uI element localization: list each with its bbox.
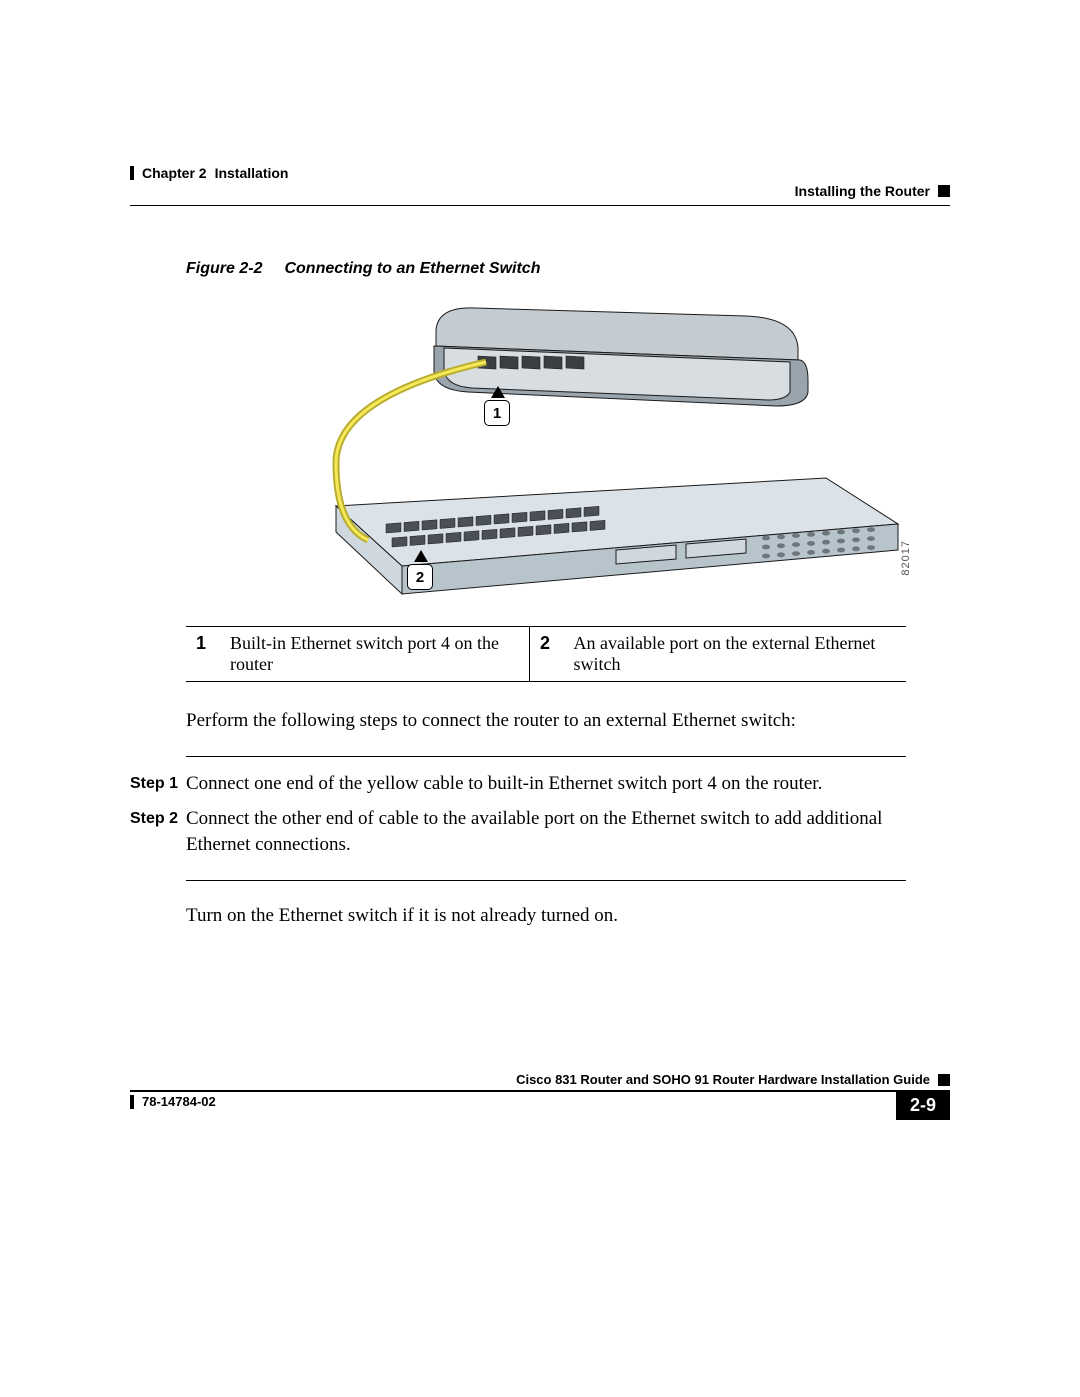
running-header: Chapter 2 Installation Installing the Ro…: [130, 165, 950, 199]
figure-caption: Figure 2-2 Connecting to an Ethernet Swit…: [186, 260, 950, 278]
header-rule: [130, 205, 950, 206]
figure-svg: [186, 288, 906, 618]
page-number: 2-9: [896, 1091, 950, 1120]
footer-square-icon: [938, 1074, 950, 1086]
doc-number: 78-14784-02: [130, 1094, 216, 1109]
callout-2: 2: [407, 564, 433, 590]
closing-paragraph: Turn on the Ethernet switch if it is not…: [186, 903, 906, 929]
step-row: Step 2 Connect the other end of cable to…: [130, 806, 906, 857]
callout-2-num: 2: [416, 569, 424, 586]
guide-title: Cisco 831 Router and SOHO 91 Router Hard…: [516, 1072, 930, 1087]
legend-text: An available port on the external Ethern…: [564, 627, 906, 682]
figure-title: Connecting to an Ethernet Switch: [284, 260, 540, 277]
step-label: Step 1: [130, 771, 186, 797]
doc-number-text: 78-14784-02: [142, 1094, 216, 1109]
table-row: 1 Built-in Ethernet switch port 4 on the…: [186, 627, 906, 682]
step-row: Step 1 Connect one end of the yellow cab…: [130, 771, 906, 797]
legend-num: 2: [530, 627, 564, 682]
page-footer: Cisco 831 Router and SOHO 91 Router Hard…: [130, 1072, 950, 1120]
legend-table: 1 Built-in Ethernet switch port 4 on the…: [186, 626, 906, 682]
figure-id: 82017: [900, 540, 912, 576]
callout-1-num: 1: [493, 405, 501, 422]
steps-bottom-rule: [186, 880, 906, 881]
legend-text: Built-in Ethernet switch port 4 on the r…: [220, 627, 530, 682]
step-text: Connect the other end of cable to the av…: [186, 806, 906, 857]
intro-paragraph: Perform the following steps to connect t…: [186, 708, 906, 734]
steps-top-rule: [186, 756, 906, 757]
step-label: Step 2: [130, 806, 186, 857]
section-title: Installing the Router: [795, 183, 930, 199]
page-content: Chapter 2 Installation Installing the Ro…: [130, 165, 950, 928]
figure-illustration: 1 2 82017: [186, 288, 906, 618]
step-text: Connect one end of the yellow cable to b…: [186, 771, 906, 797]
chapter-label: Chapter 2: [142, 165, 207, 181]
legend-num: 1: [186, 627, 220, 682]
header-left: Chapter 2 Installation: [130, 165, 288, 181]
callout-1: 1: [484, 400, 510, 426]
header-square-icon: [938, 185, 950, 197]
callout-arrow-icon: [414, 550, 428, 562]
callout-arrow-icon: [491, 386, 505, 398]
footer-bar-icon: [130, 1095, 134, 1109]
figure-label: Figure 2-2: [186, 260, 262, 277]
header-right: Installing the Router: [795, 183, 950, 199]
footer-rule: [130, 1090, 950, 1092]
header-bar-icon: [130, 166, 134, 180]
chapter-title: Installation: [215, 165, 289, 181]
